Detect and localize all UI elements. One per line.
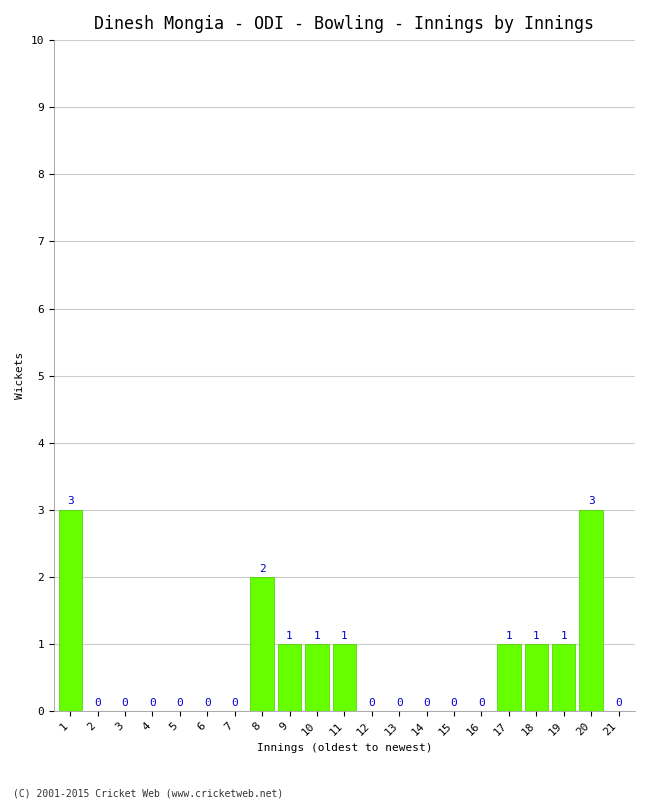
- Text: 0: 0: [478, 698, 485, 709]
- Text: 0: 0: [149, 698, 156, 709]
- Bar: [552, 644, 575, 711]
- Bar: [278, 644, 301, 711]
- Text: 2: 2: [259, 563, 265, 574]
- Text: 0: 0: [450, 698, 458, 709]
- Text: 1: 1: [560, 630, 567, 641]
- X-axis label: Innings (oldest to newest): Innings (oldest to newest): [257, 743, 432, 753]
- Text: 0: 0: [615, 698, 622, 709]
- Text: 3: 3: [67, 497, 73, 506]
- Text: 1: 1: [341, 630, 348, 641]
- Bar: [58, 510, 82, 711]
- Text: 1: 1: [286, 630, 293, 641]
- Text: 0: 0: [122, 698, 129, 709]
- Text: 1: 1: [313, 630, 320, 641]
- Text: 1: 1: [506, 630, 512, 641]
- Text: 0: 0: [369, 698, 375, 709]
- Text: 0: 0: [396, 698, 402, 709]
- Bar: [525, 644, 548, 711]
- Bar: [333, 644, 356, 711]
- Text: 1: 1: [533, 630, 540, 641]
- Bar: [250, 577, 274, 711]
- Text: 0: 0: [204, 698, 211, 709]
- Bar: [580, 510, 603, 711]
- Text: (C) 2001-2015 Cricket Web (www.cricketweb.net): (C) 2001-2015 Cricket Web (www.cricketwe…: [13, 788, 283, 798]
- Text: 0: 0: [231, 698, 238, 709]
- Bar: [497, 644, 521, 711]
- Text: 0: 0: [177, 698, 183, 709]
- Text: 0: 0: [423, 698, 430, 709]
- Y-axis label: Wickets: Wickets: [15, 352, 25, 399]
- Text: 3: 3: [588, 497, 595, 506]
- Bar: [306, 644, 329, 711]
- Text: 0: 0: [94, 698, 101, 709]
- Title: Dinesh Mongia - ODI - Bowling - Innings by Innings: Dinesh Mongia - ODI - Bowling - Innings …: [94, 15, 594, 33]
